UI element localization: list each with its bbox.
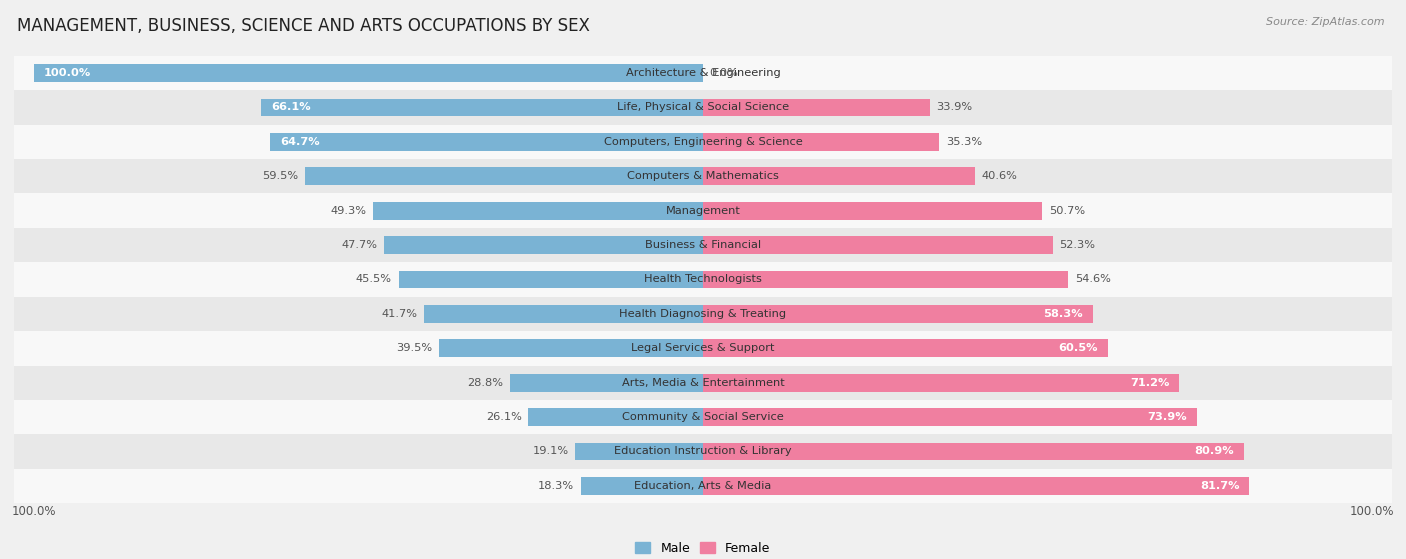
Bar [575, 443, 703, 461]
Text: Arts, Media & Entertainment: Arts, Media & Entertainment [621, 378, 785, 388]
Text: 49.3%: 49.3% [330, 206, 367, 216]
Bar [703, 477, 1250, 495]
Bar [529, 408, 703, 426]
Bar [14, 91, 1392, 125]
Text: Life, Physical & Social Science: Life, Physical & Social Science [617, 102, 789, 112]
Text: Education Instruction & Library: Education Instruction & Library [614, 447, 792, 457]
Bar [384, 236, 703, 254]
Text: 40.6%: 40.6% [981, 171, 1017, 181]
Bar [425, 305, 703, 323]
Bar [703, 443, 1244, 461]
Bar [14, 297, 1392, 331]
Text: 18.3%: 18.3% [537, 481, 574, 491]
Text: 47.7%: 47.7% [342, 240, 377, 250]
Text: 64.7%: 64.7% [280, 137, 321, 147]
Bar [703, 271, 1069, 288]
Bar [581, 477, 703, 495]
Bar [14, 193, 1392, 228]
Text: Health Diagnosing & Treating: Health Diagnosing & Treating [620, 309, 786, 319]
Text: Computers, Engineering & Science: Computers, Engineering & Science [603, 137, 803, 147]
Text: Legal Services & Support: Legal Services & Support [631, 343, 775, 353]
Text: 81.7%: 81.7% [1199, 481, 1240, 491]
Bar [14, 262, 1392, 297]
Bar [439, 339, 703, 357]
Text: 71.2%: 71.2% [1130, 378, 1170, 388]
Bar [14, 366, 1392, 400]
Text: 80.9%: 80.9% [1195, 447, 1234, 457]
Text: 58.3%: 58.3% [1043, 309, 1083, 319]
Bar [14, 125, 1392, 159]
Text: 35.3%: 35.3% [946, 137, 981, 147]
Bar [703, 374, 1180, 392]
Bar [373, 202, 703, 220]
Text: 100.0%: 100.0% [1350, 505, 1395, 518]
Text: Source: ZipAtlas.com: Source: ZipAtlas.com [1267, 17, 1385, 27]
Text: Education, Arts & Media: Education, Arts & Media [634, 481, 772, 491]
Bar [703, 236, 1053, 254]
Bar [14, 468, 1392, 503]
Text: 26.1%: 26.1% [486, 412, 522, 422]
Bar [270, 133, 703, 151]
Legend: Male, Female: Male, Female [636, 542, 770, 555]
Bar [703, 408, 1198, 426]
Text: Architecture & Engineering: Architecture & Engineering [626, 68, 780, 78]
Bar [703, 133, 939, 151]
Bar [510, 374, 703, 392]
Text: Community & Social Service: Community & Social Service [621, 412, 785, 422]
Bar [14, 434, 1392, 468]
Text: Computers & Mathematics: Computers & Mathematics [627, 171, 779, 181]
Text: 100.0%: 100.0% [11, 505, 56, 518]
Text: 28.8%: 28.8% [468, 378, 503, 388]
Bar [14, 331, 1392, 366]
Text: 41.7%: 41.7% [381, 309, 418, 319]
Text: 50.7%: 50.7% [1049, 206, 1085, 216]
Bar [399, 271, 703, 288]
Text: Health Technologists: Health Technologists [644, 274, 762, 285]
Text: 100.0%: 100.0% [44, 68, 91, 78]
Bar [305, 167, 703, 185]
Bar [703, 167, 974, 185]
Bar [14, 159, 1392, 193]
Text: 66.1%: 66.1% [271, 102, 311, 112]
Text: 73.9%: 73.9% [1147, 412, 1187, 422]
Bar [14, 56, 1392, 91]
Text: 0.0%: 0.0% [710, 68, 738, 78]
Text: 19.1%: 19.1% [533, 447, 568, 457]
Text: 52.3%: 52.3% [1060, 240, 1095, 250]
Text: 59.5%: 59.5% [262, 171, 298, 181]
Text: 39.5%: 39.5% [396, 343, 432, 353]
Bar [34, 64, 703, 82]
Bar [14, 400, 1392, 434]
Bar [703, 339, 1108, 357]
Bar [703, 98, 929, 116]
Bar [14, 228, 1392, 262]
Bar [703, 202, 1042, 220]
Bar [703, 305, 1092, 323]
Text: 33.9%: 33.9% [936, 102, 973, 112]
Bar [262, 98, 703, 116]
Text: 45.5%: 45.5% [356, 274, 392, 285]
Text: 54.6%: 54.6% [1076, 274, 1111, 285]
Text: 60.5%: 60.5% [1059, 343, 1098, 353]
Text: MANAGEMENT, BUSINESS, SCIENCE AND ARTS OCCUPATIONS BY SEX: MANAGEMENT, BUSINESS, SCIENCE AND ARTS O… [17, 17, 589, 35]
Text: Management: Management [665, 206, 741, 216]
Text: Business & Financial: Business & Financial [645, 240, 761, 250]
